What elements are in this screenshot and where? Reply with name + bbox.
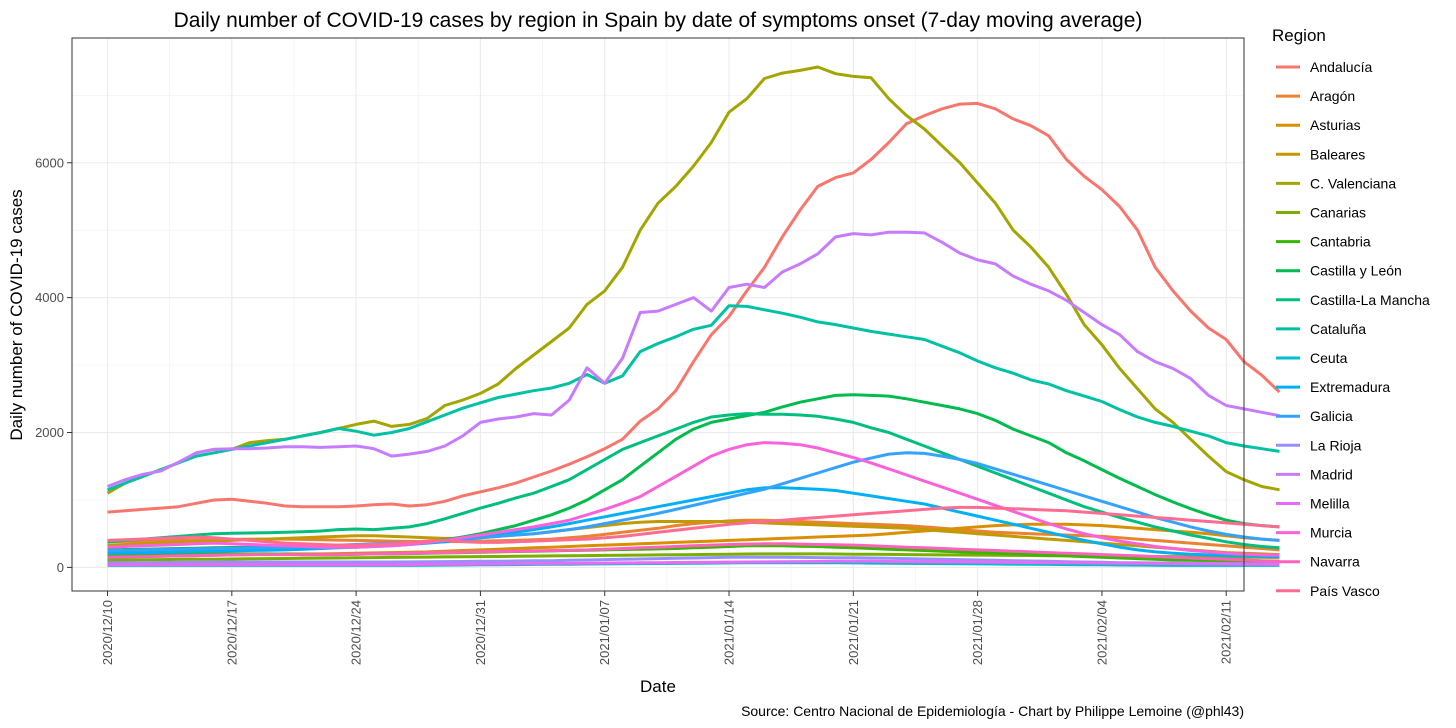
legend-label: Ceuta xyxy=(1310,350,1348,366)
legend-item: Madrid xyxy=(1276,466,1353,482)
series-line-pais-vasco xyxy=(107,505,1280,547)
legend-label: Extremadura xyxy=(1310,379,1390,395)
y-tick-label: 0 xyxy=(57,560,64,575)
legend-label: Asturias xyxy=(1310,117,1361,133)
chart-title: Daily number of COVID-19 cases by region… xyxy=(174,9,1143,32)
legend-item: C. Valenciana xyxy=(1276,175,1396,191)
x-tick-label: 2021/01/21 xyxy=(846,600,861,665)
x-tick-label: 2020/12/31 xyxy=(473,600,488,665)
legend: Region Andalucía Aragón Asturias Baleares C.… xyxy=(1272,26,1430,599)
legend-item: Baleares xyxy=(1276,146,1365,162)
legend-item: Canarias xyxy=(1276,205,1366,221)
y-axis-ticks: 0 2000 4000 6000 xyxy=(35,155,72,575)
x-axis-ticks: 2020/12/10 2020/12/17 2020/12/24 2020/12/31… xyxy=(100,591,1234,665)
legend-label: Canarias xyxy=(1310,205,1366,221)
x-tick-label: 2021/01/07 xyxy=(597,600,612,665)
legend-item: La Rioja xyxy=(1276,437,1362,453)
plot-area xyxy=(71,37,1281,592)
series-line-melilla xyxy=(107,559,1280,567)
chart-caption: Source: Centro Nacional de Epidemiología… xyxy=(741,703,1244,719)
plot-background xyxy=(72,38,1244,591)
x-tick-label: 2020/12/17 xyxy=(224,600,239,665)
y-tick-label: 4000 xyxy=(35,290,64,305)
series-line-madrid xyxy=(106,230,1280,488)
x-tick-label: 2021/01/28 xyxy=(970,600,985,665)
gridlines xyxy=(72,38,1244,591)
series-line-navarra xyxy=(107,542,1280,563)
legend-label: Andalucía xyxy=(1310,59,1372,75)
legend-item: Cantabria xyxy=(1276,234,1371,250)
series-lines xyxy=(106,65,1281,567)
legend-label: Galicia xyxy=(1310,408,1353,424)
series-line-aragon xyxy=(107,518,1280,552)
legend-item: Cataluña xyxy=(1276,321,1366,337)
y-tick-label: 2000 xyxy=(35,425,64,440)
legend-item: Galicia xyxy=(1276,408,1353,424)
y-axis-title: Daily number of COVID-19 cases xyxy=(7,189,26,440)
legend-label: Castilla y León xyxy=(1310,263,1402,279)
legend-item: Melilla xyxy=(1276,496,1350,512)
legend-item: Asturias xyxy=(1276,117,1361,133)
legend-label: Baleares xyxy=(1310,146,1365,162)
series-line-extremadura xyxy=(107,486,1280,559)
legend-item: Ceuta xyxy=(1276,350,1348,366)
legend-label: Murcia xyxy=(1310,525,1352,541)
legend-item: Castilla y León xyxy=(1276,263,1402,279)
legend-label: C. Valenciana xyxy=(1310,175,1396,191)
series-line-andalucia xyxy=(107,101,1281,514)
legend-item: Murcia xyxy=(1276,525,1352,541)
legend-label: Navarra xyxy=(1310,554,1360,570)
x-tick-label: 2021/01/14 xyxy=(722,600,737,665)
legend-title: Region xyxy=(1272,26,1326,45)
legend-label: La Rioja xyxy=(1310,437,1362,453)
series-line-cataluna xyxy=(106,304,1280,492)
x-tick-label: 2020/12/24 xyxy=(349,600,364,665)
legend-item: País Vasco xyxy=(1276,583,1380,599)
legend-label: Aragón xyxy=(1310,88,1355,104)
legend-item: Andalucía xyxy=(1276,59,1372,75)
x-tick-label: 2021/02/04 xyxy=(1094,600,1109,665)
y-tick-label: 6000 xyxy=(35,155,64,170)
legend-label: Castilla-La Mancha xyxy=(1310,292,1430,308)
legend-label: Cataluña xyxy=(1310,321,1366,337)
legend-label: Madrid xyxy=(1310,466,1353,482)
legend-label: Cantabria xyxy=(1310,234,1371,250)
legend-item: Extremadura xyxy=(1276,379,1390,395)
series-line-castilla-la-mancha xyxy=(107,412,1280,550)
series-line-murcia xyxy=(107,441,1280,557)
legend-item: Aragón xyxy=(1276,88,1355,104)
legend-label: País Vasco xyxy=(1310,583,1380,599)
plot-border xyxy=(71,37,1245,592)
x-axis-title: Date xyxy=(640,677,676,696)
legend-label: Melilla xyxy=(1310,496,1350,512)
legend-entries: Andalucía Aragón Asturias Baleares C. Valenc… xyxy=(1276,59,1430,599)
x-tick-label: 2021/02/11 xyxy=(1219,600,1234,664)
x-tick-label: 2020/12/10 xyxy=(100,600,115,665)
legend-item: Castilla-La Mancha xyxy=(1276,292,1430,308)
legend-item: Navarra xyxy=(1276,554,1360,570)
